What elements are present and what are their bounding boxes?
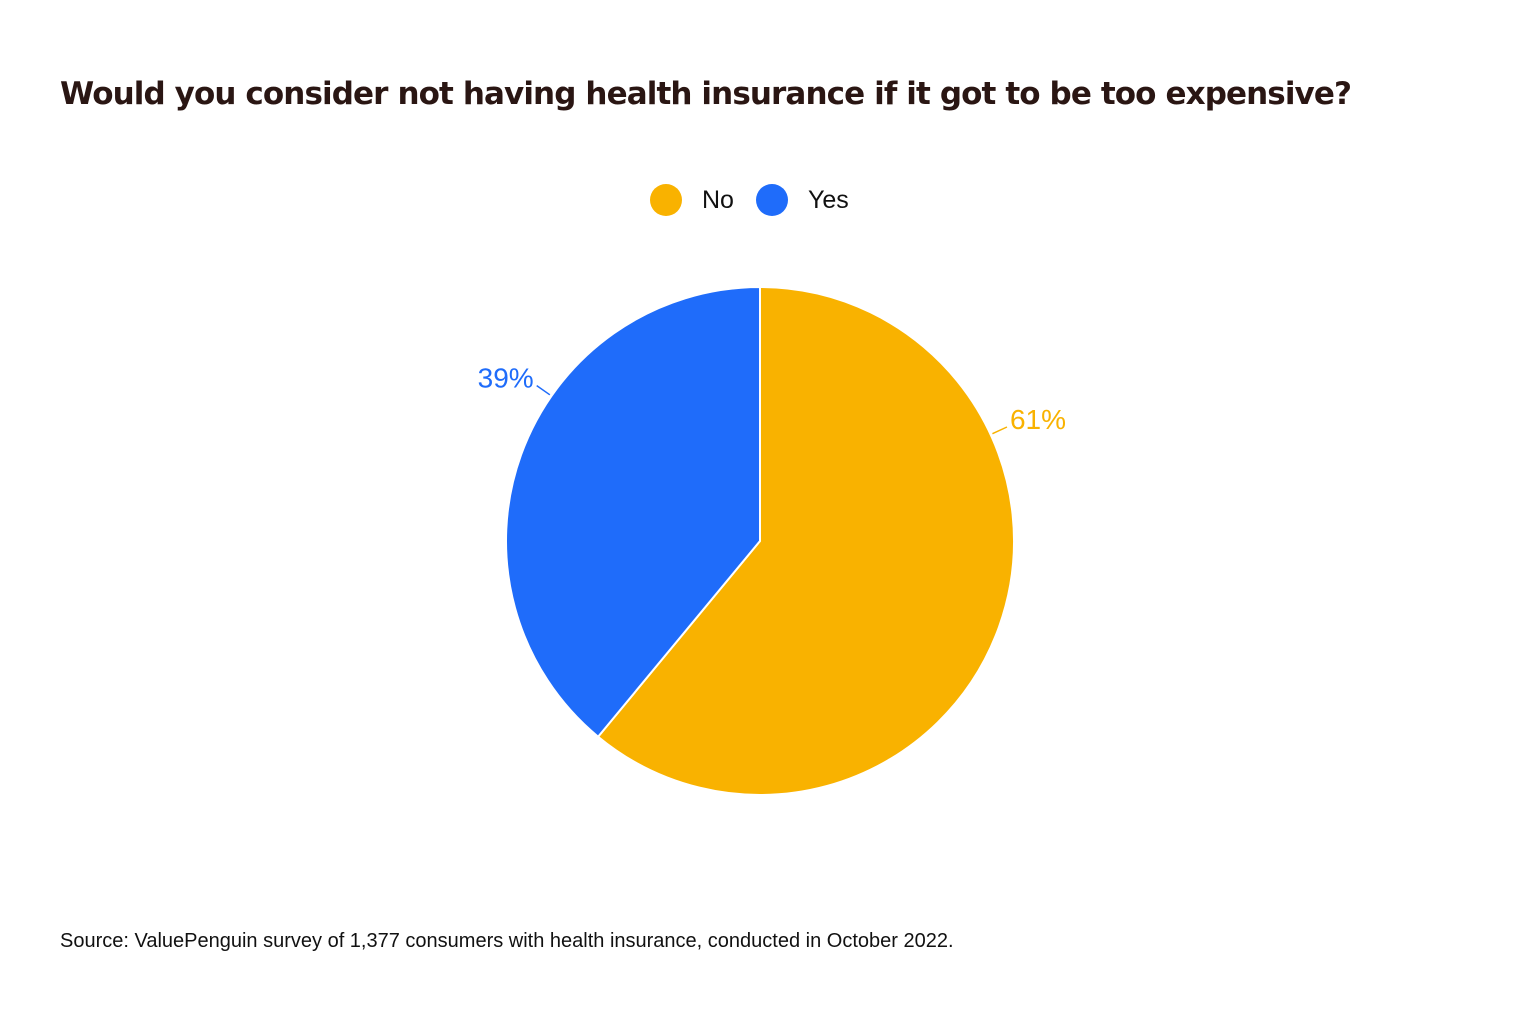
legend-item-yes: Yes: [755, 184, 849, 216]
source-note: Source: ValuePenguin survey of 1,377 con…: [60, 930, 954, 952]
data-label-no: 61%: [1010, 404, 1066, 435]
leader-line-no: [992, 426, 1008, 435]
data-label-yes: 39%: [478, 363, 534, 394]
pie-slice-yes: [505, 285, 761, 739]
legend-label-yes: Yes: [807, 185, 849, 214]
legend: No Yes: [650, 183, 871, 217]
chart-title: Would you consider not having health ins…: [60, 76, 1352, 112]
leader-line-yes: [536, 385, 551, 396]
legend-item-no: No: [650, 184, 734, 216]
pie-slice-no: [596, 285, 1015, 796]
legend-swatch-yes: [755, 184, 788, 216]
legend-label-no: No: [702, 185, 734, 214]
legend-swatch-no: [650, 184, 682, 216]
